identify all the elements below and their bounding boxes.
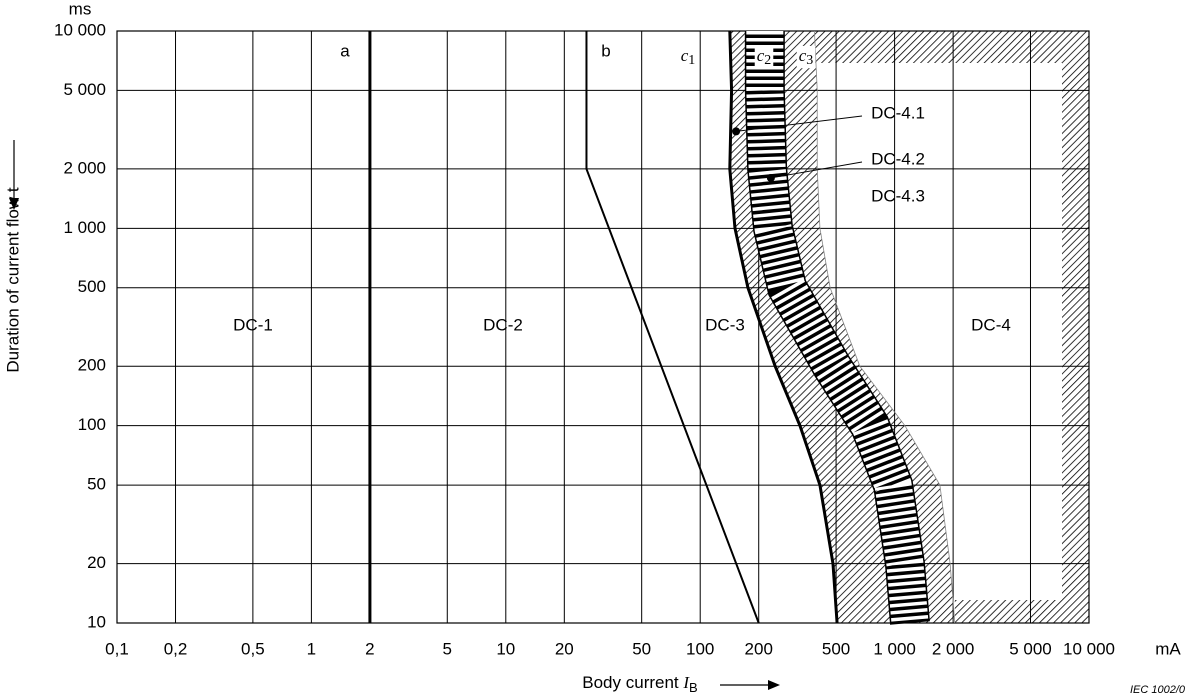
x-tick-label: 1 [307,639,316,658]
curve [585,31,760,624]
source: IEC 1002/0 [1130,684,1185,696]
x-unit: mA [1155,639,1181,658]
x-tick-label: 0,1 [105,639,129,658]
point [766,173,775,182]
x-tick-label: 1 000 [873,639,916,658]
x-tick-label: 10 [496,639,515,658]
subzone-label: DC-4.1 [871,103,925,122]
series-label: c1 [681,46,696,68]
y-tick-label: 10 [87,612,106,631]
y-tick-label: 1 000 [63,218,106,237]
x-axis-title: Body current IB [582,673,697,696]
y-tick-label: 500 [78,277,106,296]
series-label: a [340,41,350,60]
x-tick-label: 5 [443,639,452,658]
zone-label: DC-1 [233,315,273,334]
x-tick-label: 2 000 [932,639,975,658]
series-label: b [601,41,610,60]
zone-label: DC-2 [483,315,523,334]
leader-line [736,115,863,132]
hatched-frame [1062,31,1089,623]
x-tick-label: 100 [686,639,714,658]
arrow-head [768,680,780,690]
y-tick-label: 200 [78,356,106,375]
zone-label: DC-3 [705,315,745,334]
y-axis-title: Duration of current flow t [3,187,22,372]
y-tick-label: 100 [78,415,106,434]
x-tick-label: 200 [745,639,773,658]
y-tick-label: 20 [87,553,106,572]
x-tick-label: 5 000 [1009,639,1052,658]
plot-frame [116,30,1090,624]
band-stripes [746,31,929,625]
leader-line [770,161,863,179]
curve [728,30,839,624]
hatched-frame [814,31,1089,63]
x-tick-label: 0,5 [241,639,265,658]
x-tick-label: 10 000 [1063,639,1115,658]
arrow-head [9,198,19,210]
curve [814,30,956,624]
y-tick-label: 10 000 [54,20,106,39]
x-tick-label: 2 [365,639,374,658]
label-bg [796,45,816,69]
label-bg [754,45,774,69]
subzone-label: DC-4.3 [871,186,925,205]
hatched-frame [954,600,1089,623]
y-unit: ms [69,0,92,18]
plot-content: 0,1 0,2 0,5 1 2 5 10 20 50 100 200 500 1 000 2 000 5 0… [54,20,1115,658]
subzone-label: DC-4.2 [871,149,925,168]
series-label: c2 [757,46,772,68]
x-tick-label: 20 [555,639,574,658]
y-tick-label: 50 [87,475,106,494]
zone-label: DC-4 [971,315,1011,334]
label-bg [678,45,698,69]
y-tick-label: 5 000 [63,80,106,99]
series-label: c3 [799,46,814,68]
x-tick-label: 500 [822,639,850,658]
y-tick-label: 2 000 [63,158,106,177]
point [732,127,741,136]
x-tick-label: 0,2 [164,639,188,658]
x-tick-label: 50 [632,639,651,658]
